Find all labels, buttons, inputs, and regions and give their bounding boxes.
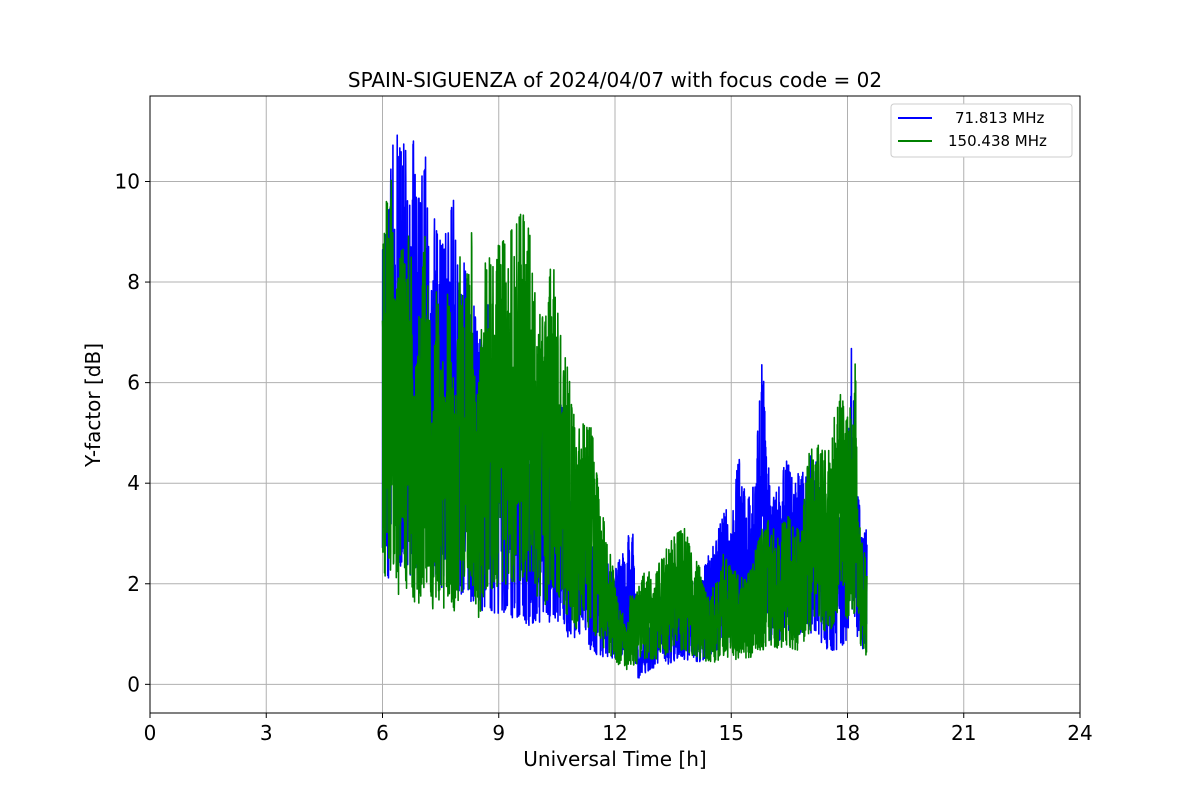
y-tick-label: 4 — [127, 471, 140, 495]
x-tick-label: 24 — [1067, 721, 1092, 745]
legend-label-150mhz: 150.438 MHz — [948, 132, 1047, 150]
legend-box — [890, 103, 1073, 158]
x-tick-label: 12 — [602, 721, 627, 745]
x-tick-label: 3 — [260, 721, 273, 745]
y-tick-label: 0 — [127, 672, 140, 696]
y-tick-label: 10 — [115, 169, 140, 193]
x-tick-label: 9 — [492, 721, 505, 745]
chart-title: SPAIN-SIGUENZA of 2024/04/07 with focus … — [348, 68, 882, 92]
x-tick-label: 6 — [376, 721, 389, 745]
legend-label-71mhz: 71.813 MHz — [955, 109, 1044, 127]
x-axis: 0 3 6 9 12 15 18 21 24 — [144, 713, 1093, 745]
y-tick-label: 8 — [127, 270, 140, 294]
x-tick-label: 0 — [144, 721, 157, 745]
x-tick-label: 21 — [951, 721, 976, 745]
y-axis-label: Y-factor [dB] — [81, 343, 105, 468]
x-tick-label: 15 — [719, 721, 744, 745]
x-axis-label: Universal Time [h] — [523, 747, 706, 771]
series-line-150mhz — [381, 179, 868, 671]
x-tick-label: 18 — [835, 721, 860, 745]
y-tick-label: 2 — [127, 572, 140, 596]
y-axis: 0 2 4 6 8 10 — [115, 169, 150, 696]
series-layer — [381, 134, 868, 679]
y-tick-label: 6 — [127, 371, 140, 395]
legend: 71.813 MHz 150.438 MHz — [890, 103, 1073, 158]
